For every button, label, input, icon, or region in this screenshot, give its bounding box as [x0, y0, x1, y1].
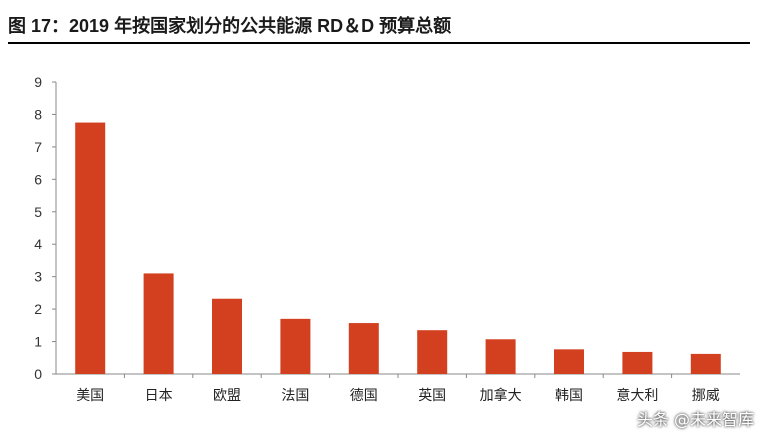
x-category-label: 法国 [281, 388, 309, 404]
chart-bars [75, 122, 721, 374]
bar [690, 353, 721, 374]
y-tick-label: 1 [34, 334, 42, 350]
bar [554, 349, 584, 374]
x-category-label: 日本 [145, 388, 173, 404]
watermark-text: 头条 @未来智库 [636, 410, 754, 429]
x-category-label: 欧盟 [213, 388, 241, 404]
y-tick-label: 6 [34, 171, 42, 187]
figure-title: 图 17：2019 年按国家划分的公共能源 RD＆D 预算总额 [8, 16, 452, 36]
bar [280, 318, 311, 374]
y-tick-label: 3 [34, 269, 42, 285]
x-category-label: 意大利 [616, 387, 658, 404]
x-category-label: 韩国 [555, 388, 583, 404]
y-tick-label: 5 [34, 204, 42, 220]
y-tick-labels: 0 1 2 3 4 5 6 7 8 9 [34, 74, 42, 382]
y-tick-label: 2 [34, 301, 42, 317]
bar [622, 351, 653, 374]
y-tick-label: 4 [34, 236, 42, 252]
bar [485, 339, 516, 374]
y-tick-label: 0 [34, 366, 42, 382]
y-tick-label: 7 [34, 139, 42, 155]
bar [75, 122, 106, 374]
y-tick-label: 9 [34, 74, 42, 90]
bar [417, 330, 448, 374]
x-category-label: 加拿大 [480, 387, 522, 404]
bar [348, 323, 379, 374]
x-category-labels: 美国 日本 欧盟 法国 德国 英国 加拿大 韩国 意大利 挪威 [76, 387, 720, 404]
title-divider [8, 42, 750, 44]
y-tick-label: 8 [34, 106, 42, 122]
x-category-label: 德国 [350, 388, 378, 404]
x-category-label: 挪威 [692, 388, 720, 404]
bar [212, 298, 242, 374]
x-category-label: 英国 [418, 387, 446, 404]
x-category-label: 美国 [76, 388, 104, 404]
bar [143, 273, 174, 374]
